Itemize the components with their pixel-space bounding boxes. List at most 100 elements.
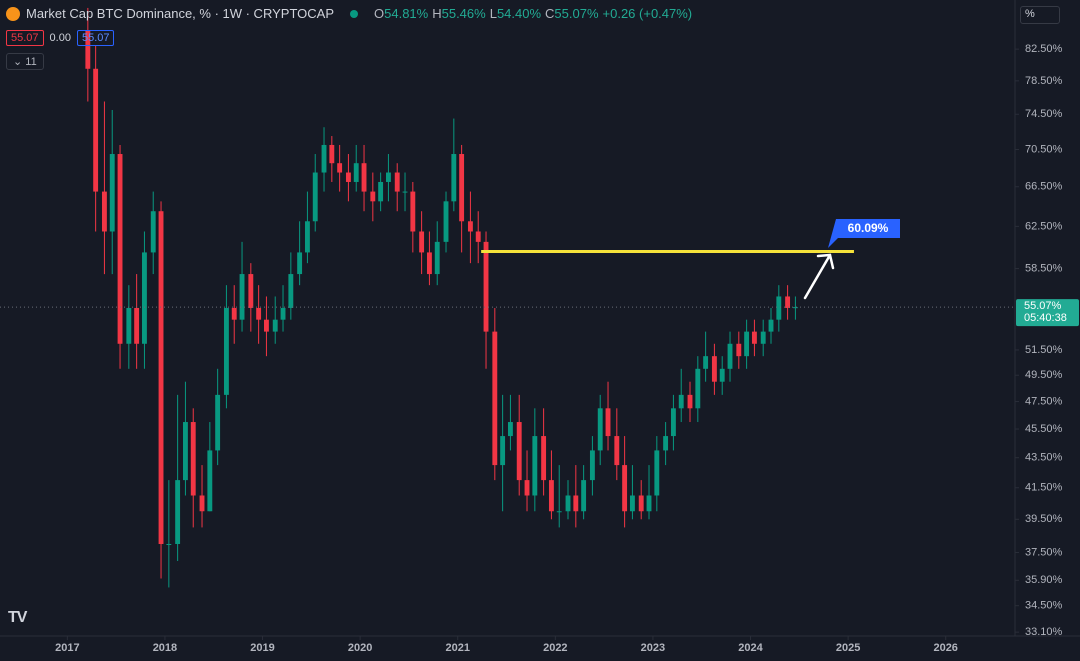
target-label: 60.09% [848,221,889,235]
ohlc-value: 55.46% [441,6,486,21]
x-tick-label: 2020 [348,642,372,654]
ohlc-key: H [432,6,442,21]
candle-body [760,331,766,344]
candle-body [263,319,269,332]
candle-body [541,436,547,481]
candle-body [646,495,652,512]
candle-body [394,172,400,192]
candle-body [142,252,147,344]
y-tick-label: 47.50% [1025,395,1063,407]
candle-body [614,436,620,466]
candle-body [361,163,367,192]
x-tick-label: 2024 [738,642,763,654]
y-tick-label: 39.50% [1025,513,1063,525]
candle-body [410,191,416,232]
indicator-count: 11 [25,56,37,68]
candle-body [785,296,791,308]
candle-body [134,307,140,344]
ohlc-key: C [545,6,555,21]
candle-body [736,343,742,357]
candle-body [304,221,310,253]
candle-body [467,221,473,232]
candle-body [329,144,335,164]
y-tick-label: 35.90% [1025,574,1063,586]
target-label-box [828,219,900,248]
x-tick-label: 2017 [55,642,79,654]
candle-body [190,422,196,496]
sell-box[interactable]: 55.07 [6,30,44,46]
scale-button[interactable]: % [1020,6,1060,24]
candle-body [581,480,587,512]
x-tick-label: 2026 [933,642,957,654]
candle-body [321,144,327,173]
candle-body [711,356,717,382]
y-tick-label: 43.50% [1025,452,1063,464]
candle-body [345,172,351,182]
x-tick-label: 2023 [641,642,665,654]
candle-body [150,211,156,253]
candle-body [629,495,635,512]
candle-body [419,231,425,253]
candle-body [507,422,513,437]
candle-body [605,408,611,437]
y-tick-label: 78.50% [1025,75,1063,87]
candle-body [117,154,123,344]
candle-body [475,231,481,242]
y-tick-label: 45.50% [1025,423,1063,435]
candle-body [459,154,465,222]
candle-body [85,30,91,69]
candle-body [256,307,262,320]
candle-body [434,241,440,275]
spread: 0.00 [49,32,71,44]
x-tick-label: 2019 [250,642,274,654]
candle-body [402,191,408,193]
y-tick-label: 66.50% [1025,181,1063,193]
x-tick-label: 2018 [153,642,177,654]
candle-body [492,331,498,466]
logo: TV [8,609,27,626]
ohlc-value: 54.40% [496,6,542,21]
candle-body [239,274,245,320]
y-tick-label: 37.50% [1025,546,1063,558]
candle-body [695,368,701,409]
buy-box[interactable]: 55.07 [76,30,115,46]
symbol-icon [6,6,20,21]
candle-body [524,480,530,496]
candle-body [297,252,303,275]
candle-body [727,343,733,369]
candle-body [272,319,278,332]
candle-body [207,450,213,512]
candle-body [353,163,359,182]
candle-body [719,368,725,382]
candle-body [385,172,391,182]
ohlc-value: +0.26 (+0.47%) [602,6,693,21]
candle-body [768,319,774,332]
y-tick-label: 74.50% [1025,108,1063,120]
candle-body [776,296,782,320]
countdown-label: 05:40:38 [1024,312,1067,324]
indicators-toggle[interactable]: ⌄ 11 [6,53,44,70]
candle-body [166,544,172,546]
x-tick-label: 2022 [543,642,567,654]
candle-body [370,191,376,202]
candle-body [378,181,384,202]
ohlc-values: O54.81% H55.46% L54.40% C55.07% +0.26 (+0.47… [374,6,696,21]
candle-body [312,172,318,222]
last-price-label: 55.07% [1024,300,1062,312]
candle-body [288,274,294,308]
candle-body [500,436,506,466]
candle-body [175,480,181,545]
candle-body [516,422,522,481]
candle-body [548,480,554,512]
candle-body [451,154,457,202]
y-tick-label: 49.50% [1025,369,1063,381]
candle-body [792,307,798,309]
x-tick-label: 2021 [445,642,469,654]
candle-body [670,408,676,437]
candle-body [248,274,254,308]
y-tick-label: 62.50% [1025,220,1063,232]
candle-body [101,191,107,232]
candle-body [126,307,132,344]
